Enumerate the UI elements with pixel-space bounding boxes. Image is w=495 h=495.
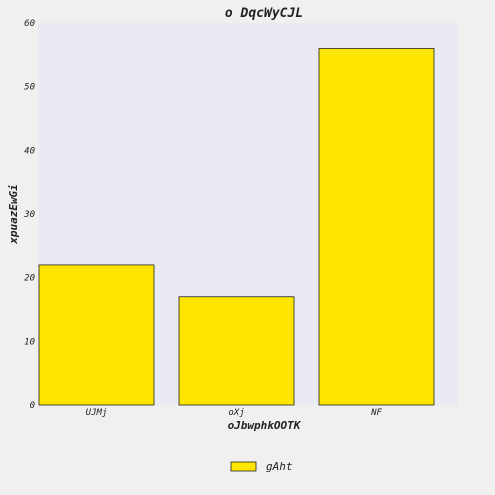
- x-axis-label: oJbwphkOOTK: [228, 419, 302, 432]
- x-ticks-group: UJMj oXj NF: [86, 408, 383, 418]
- y-tick-label: 30: [23, 210, 35, 220]
- x-tick-label: NF: [370, 408, 382, 418]
- y-tick-label: 50: [24, 83, 35, 93]
- x-tick-label: oXj: [228, 408, 244, 418]
- x-tick-label: UJMj: [86, 408, 108, 418]
- y-ticks-group: 0 10 20 30 40 50 60: [23, 19, 35, 411]
- y-axis-label: xpuazEwGi: [7, 184, 20, 245]
- legend-swatch: [230, 461, 257, 472]
- y-tick-label: 10: [24, 337, 35, 347]
- legend: gAht: [230, 460, 293, 473]
- y-tick-label: 40: [24, 146, 35, 156]
- y-tick-label: 60: [24, 19, 35, 29]
- bars-group: [38, 48, 435, 406]
- y-tick-label: 0: [30, 401, 35, 411]
- legend-label: gAht: [266, 460, 293, 473]
- chart-title: o DqcWyCJL: [225, 6, 303, 21]
- bar-ujmj: [38, 264, 155, 406]
- bar-oxj: [178, 296, 295, 406]
- bar-nf: [318, 48, 435, 406]
- y-tick-label: 20: [24, 274, 35, 284]
